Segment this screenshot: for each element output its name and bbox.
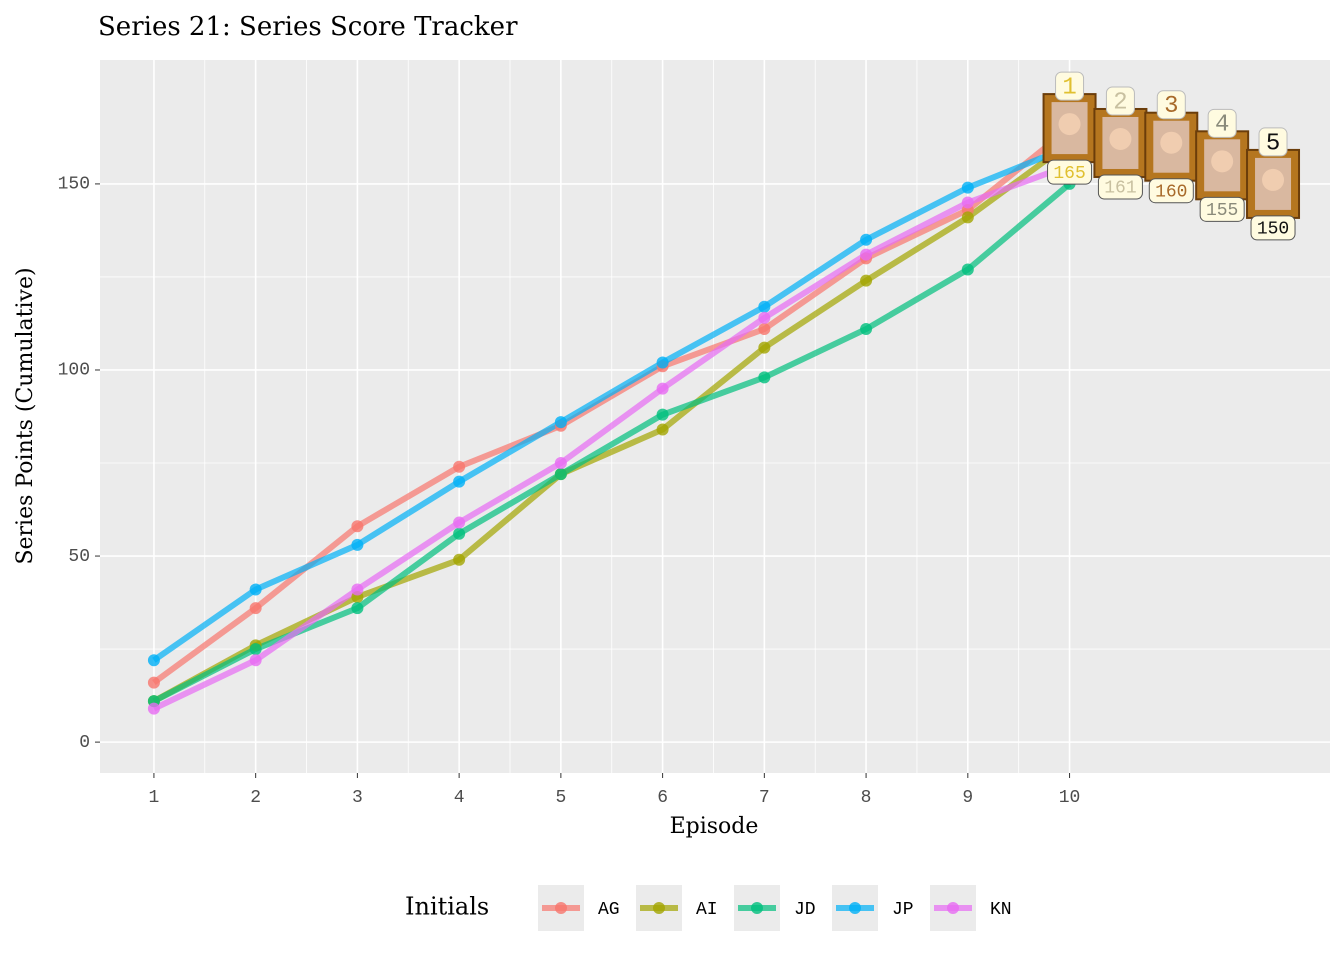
data-point [554,468,567,481]
x-tick-label: 7 [759,788,770,808]
series-line [152,140,1072,704]
score-label: 150 [1257,220,1289,240]
score-badge [1250,215,1296,241]
rank-badge [1156,90,1186,120]
data-point [453,460,466,473]
legend-label: AG [598,900,620,920]
x-tick-label: 4 [454,788,465,808]
legend-label: JD [794,900,816,920]
legend-dot [849,902,861,914]
legend-dot [555,902,567,914]
data-point [554,416,567,429]
x-tick-label: 8 [861,788,872,808]
data-point [860,323,873,336]
score-badge [1148,178,1194,204]
y-tick-label: 50 [68,547,90,567]
rank-label: 2 [1113,89,1127,116]
portrait-face [1109,127,1132,150]
data-point [147,654,160,667]
data-point [249,654,262,667]
x-tick-label: 9 [962,788,973,808]
data-point [147,702,160,715]
data-point [453,527,466,540]
y-tick-label: 150 [58,175,90,195]
rank-badge [1258,127,1288,157]
data-point [961,211,974,224]
data-point [249,602,262,615]
portrait-face [1211,150,1234,173]
data-point [961,263,974,276]
y-tick-label: 100 [58,361,90,381]
data-point [860,248,873,261]
series-line [152,181,1072,704]
data-point [453,553,466,566]
data-point [656,408,669,421]
data-point [758,311,771,324]
data-point [656,382,669,395]
data-point [249,643,262,656]
data-point [351,602,364,615]
rank-label: 1 [1062,74,1076,101]
legend-dot [653,902,665,914]
data-point [351,583,364,596]
data-point [249,583,262,596]
rank-badge [1105,86,1135,116]
x-tick-label: 2 [250,788,261,808]
score-label: 161 [1104,179,1136,199]
data-point [351,538,364,551]
x-tick-label: 10 [1059,788,1081,808]
rank-badge [1055,71,1085,101]
score-badge [1097,174,1143,200]
y-tick-label: 0 [79,733,90,753]
x-tick-label: 6 [657,788,668,808]
rank-label: 5 [1266,130,1280,157]
x-tick-label: 3 [352,788,363,808]
data-point [758,300,771,313]
data-point [758,371,771,384]
data-point [453,516,466,529]
series-line [152,143,1071,663]
rank-label: 3 [1164,93,1178,120]
legend-label: KN [990,900,1012,920]
legend-title: Initials [405,893,489,921]
data-point [656,356,669,369]
data-point [453,475,466,488]
data-point [147,676,160,689]
x-axis-label: Episode [670,814,759,839]
x-tick-label: 5 [555,788,566,808]
data-point [961,196,974,209]
portrait-face [1058,113,1081,136]
rank-label: 4 [1215,112,1229,139]
score-badge [1047,159,1093,185]
legend-label: JP [892,900,914,920]
portrait-face [1160,131,1183,154]
data-point [554,457,567,470]
y-axis-label: Series Points (Cumulative) [13,267,38,564]
portrait-face [1262,168,1285,191]
score-label: 165 [1053,164,1085,184]
x-tick-label: 1 [149,788,160,808]
score-label: 155 [1206,201,1238,221]
legend-label: AI [696,900,718,920]
data-point [351,520,364,533]
data-point [860,274,873,287]
data-point [656,423,669,436]
score-label: 160 [1155,182,1187,202]
rank-badge [1207,108,1237,138]
score-badge [1199,196,1245,222]
data-point [758,323,771,336]
chart-title: Series 21: Series Score Tracker [98,12,518,42]
data-point [961,181,974,194]
data-point [758,341,771,354]
legend-dot [751,902,763,914]
series-line [152,162,1071,712]
data-point [860,233,873,246]
legend-dot [947,902,959,914]
